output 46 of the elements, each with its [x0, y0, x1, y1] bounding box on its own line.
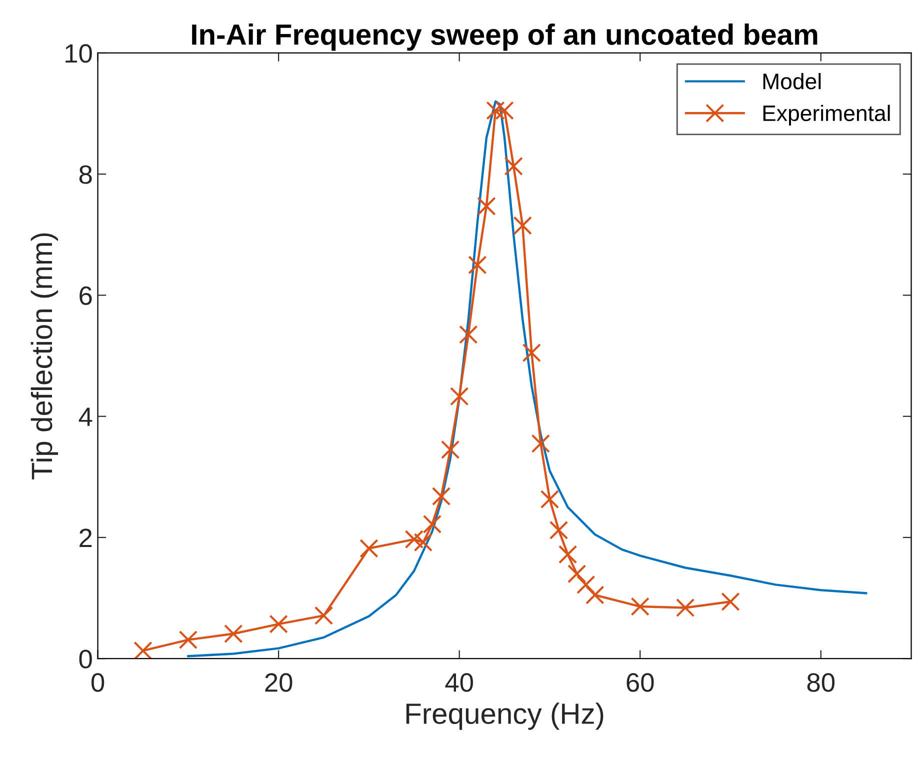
y-tick-label: 10 [66, 44, 92, 63]
legend-label: Model [763, 72, 821, 90]
x-tick-label: 20 [265, 673, 292, 692]
point [458, 325, 478, 344]
y-tick-label: 4 [78, 408, 92, 426]
point [432, 486, 451, 506]
x-tick-label: 0 [91, 673, 104, 692]
y-tick-label: 2 [80, 528, 92, 548]
y-tick-label: 6 [80, 286, 92, 306]
point [422, 514, 442, 534]
point [178, 630, 198, 650]
point [558, 545, 578, 564]
legend-label: Experimental [763, 104, 890, 126]
point [522, 343, 542, 362]
point [495, 101, 514, 120]
point [360, 538, 378, 558]
point [676, 598, 695, 618]
x-axis-title: Frequency (Hz) [406, 702, 604, 730]
point [440, 440, 460, 460]
point [224, 624, 243, 644]
point [404, 530, 424, 549]
y-axis-title: Tip deflection (mm) [30, 233, 58, 480]
y-tick-label: 8 [79, 165, 92, 184]
point [134, 641, 152, 659]
point [721, 592, 740, 612]
x-tick-label: 80 [807, 673, 835, 692]
point [414, 532, 433, 552]
x-tick-label: 40 [445, 673, 473, 692]
chart-title: In-Air Frequency sweep of an uncoated beam [192, 24, 818, 51]
y-tick-label: 0 [79, 650, 92, 668]
point [504, 156, 523, 176]
point [450, 386, 469, 406]
point [531, 434, 550, 453]
point [269, 614, 288, 634]
point [630, 597, 650, 616]
point [549, 520, 568, 540]
point [477, 196, 496, 216]
point [314, 606, 334, 625]
point [486, 101, 505, 120]
point [567, 564, 586, 584]
point [513, 216, 532, 235]
point [586, 586, 604, 604]
point [540, 490, 560, 509]
point [468, 256, 487, 274]
point [576, 575, 596, 594]
x-tick-label: 60 [626, 673, 654, 692]
